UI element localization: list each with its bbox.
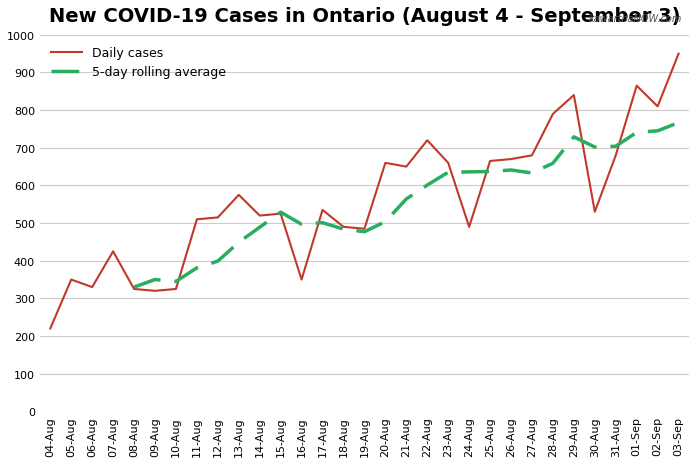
Daily cases xyxy=(612,153,620,159)
5-day rolling average xyxy=(507,168,515,174)
Daily cases xyxy=(297,277,306,283)
Daily cases xyxy=(674,52,683,57)
Daily cases xyxy=(654,104,662,110)
Daily cases xyxy=(361,226,369,232)
5-day rolling average xyxy=(444,170,452,175)
Daily cases xyxy=(46,326,54,332)
Daily cases xyxy=(486,159,494,164)
Daily cases xyxy=(255,213,264,219)
5-day rolling average xyxy=(674,120,683,126)
5-day rolling average xyxy=(591,145,599,150)
5-day rolling average xyxy=(361,230,369,235)
5-day rolling average xyxy=(130,285,139,290)
Daily cases xyxy=(172,287,180,292)
Text: kawarthaNOW.com: kawarthaNOW.com xyxy=(589,14,682,24)
5-day rolling average xyxy=(528,171,536,176)
Daily cases xyxy=(88,285,96,290)
Daily cases xyxy=(151,288,159,294)
Daily cases xyxy=(423,138,432,144)
Daily cases xyxy=(528,153,536,159)
5-day rolling average xyxy=(654,129,662,134)
Line: Daily cases: Daily cases xyxy=(50,55,679,329)
5-day rolling average xyxy=(548,161,557,167)
5-day rolling average xyxy=(276,210,285,215)
5-day rolling average xyxy=(235,240,243,245)
5-day rolling average xyxy=(255,225,264,231)
Daily cases xyxy=(340,225,348,230)
Daily cases xyxy=(67,277,75,283)
5-day rolling average xyxy=(465,170,473,175)
Line: 5-day rolling average: 5-day rolling average xyxy=(134,123,679,288)
5-day rolling average xyxy=(570,135,578,140)
5-day rolling average xyxy=(612,144,620,150)
Daily cases xyxy=(633,84,641,89)
5-day rolling average xyxy=(423,183,432,188)
Daily cases xyxy=(548,112,557,118)
5-day rolling average xyxy=(633,130,641,136)
5-day rolling average xyxy=(381,219,390,225)
Daily cases xyxy=(381,161,390,166)
Daily cases xyxy=(591,210,599,215)
Legend: Daily cases, 5-day rolling average: Daily cases, 5-day rolling average xyxy=(46,42,231,84)
Daily cases xyxy=(276,212,285,217)
Daily cases xyxy=(130,287,139,292)
5-day rolling average xyxy=(402,197,411,202)
5-day rolling average xyxy=(214,259,222,264)
Daily cases xyxy=(318,208,326,213)
5-day rolling average xyxy=(486,169,494,175)
Daily cases xyxy=(570,93,578,99)
5-day rolling average xyxy=(318,220,326,226)
5-day rolling average xyxy=(193,265,201,271)
Title: New COVID-19 Cases in Ontario (August 4 - September 3): New COVID-19 Cases in Ontario (August 4 … xyxy=(49,7,680,26)
Daily cases xyxy=(235,193,243,198)
Daily cases xyxy=(507,157,515,163)
Daily cases xyxy=(109,249,118,255)
Daily cases xyxy=(214,215,222,221)
5-day rolling average xyxy=(151,277,159,283)
5-day rolling average xyxy=(297,222,306,227)
5-day rolling average xyxy=(172,279,180,285)
Daily cases xyxy=(465,225,473,230)
Daily cases xyxy=(193,217,201,223)
Daily cases xyxy=(402,164,411,170)
5-day rolling average xyxy=(340,227,348,232)
Daily cases xyxy=(444,161,452,166)
